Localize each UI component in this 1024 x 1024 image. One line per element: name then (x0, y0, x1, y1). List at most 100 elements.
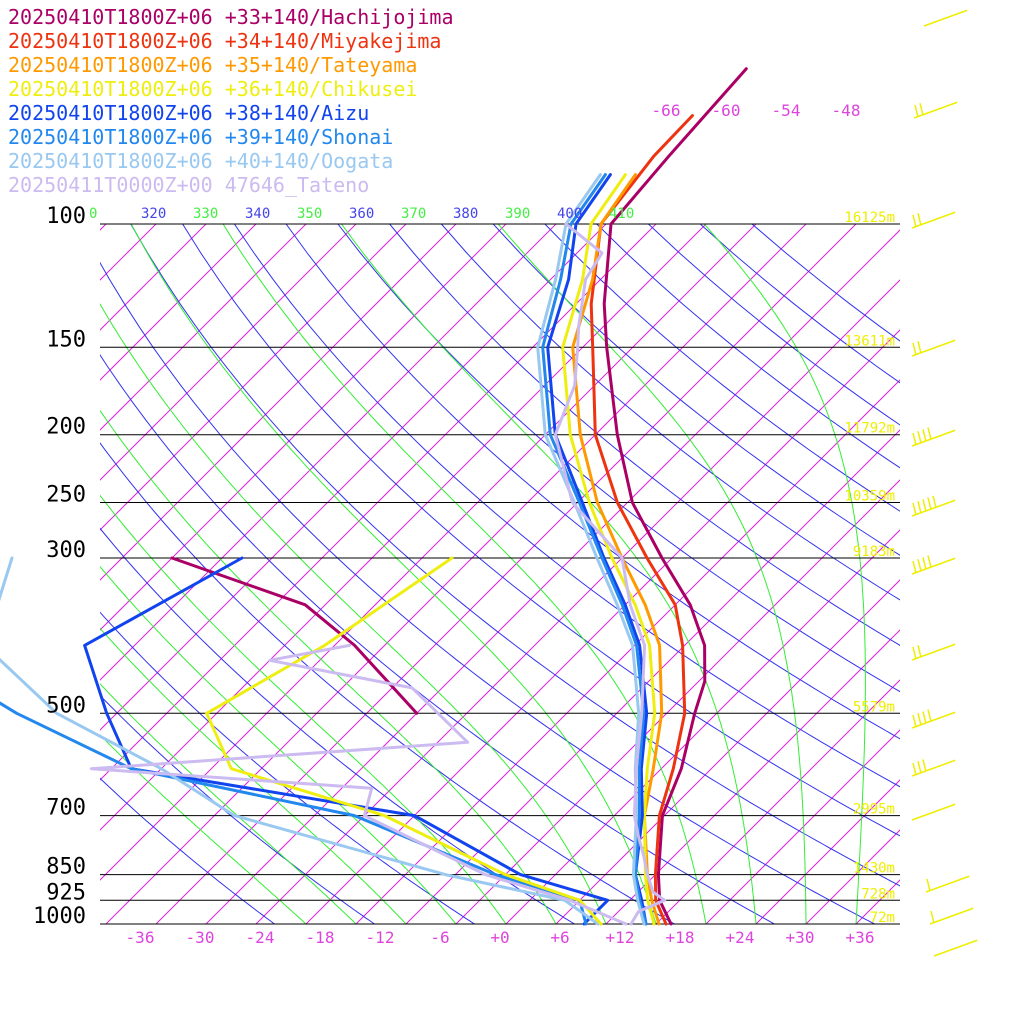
legend-entry: 20250410T1800Z+06 +39+140/Shonai (8, 125, 393, 149)
isotherm-line (100, 224, 657, 781)
dry-adiabat-line (699, 224, 900, 384)
temperature-tick-label: +6 (550, 928, 569, 947)
isotherm-line (155, 224, 857, 924)
wind-barb-flag (917, 213, 922, 226)
wind-barb-shaft (911, 211, 956, 229)
temperature-tick-label: -24 (246, 928, 275, 947)
theta-label: 340 (245, 206, 270, 222)
pressure-label: 700 (46, 796, 86, 821)
pressure-label: 1000 (33, 904, 86, 929)
legend-entry: 20250410T1800Z+06 +38+140/Aizu (8, 101, 369, 125)
isotherm-line (100, 224, 257, 381)
temperature-tick-label: -36 (126, 928, 155, 947)
legend-entry: 20250410T1800Z+06 +35+140/Tateyama (8, 53, 417, 77)
theta-label: 350 (297, 206, 322, 222)
temperature-tick-label: -6 (430, 928, 449, 947)
wind-barb-flag (922, 711, 927, 724)
dry-adiabat-line (100, 527, 575, 924)
height-label: 13611m (844, 333, 895, 349)
moist-adiabat-line (956, 224, 1024, 924)
sounding-line-8 (170, 556, 419, 715)
wind-barb-flag (919, 103, 924, 116)
dry-adiabat-line (492, 224, 900, 556)
wind-barb-shaft (911, 643, 956, 661)
height-label: 11792m (844, 421, 895, 437)
sounding-line-6 (536, 173, 646, 926)
isotherm-line (100, 224, 357, 481)
legend-entry: 20250411T0000Z+00 47646_Tateno (8, 173, 369, 197)
isotherm-line (100, 224, 757, 881)
wind-barb-shaft (911, 759, 956, 777)
isotherm-line (405, 429, 900, 924)
isotherm-line (205, 229, 900, 924)
temperature-tick-label: +36 (846, 928, 875, 947)
wind-barb-flag (912, 646, 917, 660)
wind-barb-flag (912, 560, 917, 574)
sounding-line-12 (205, 556, 603, 926)
isotherm-line (455, 479, 900, 924)
legend-entry: 20250410T1800Z+06 +33+140/Hachijojima (8, 5, 454, 29)
isotherm-line (0, 224, 6, 924)
wind-barb-flag (912, 762, 917, 776)
pressure-label: 300 (46, 538, 86, 563)
sounding-line-3 (561, 173, 657, 926)
sounding-line-0 (602, 67, 748, 926)
upper-temperature-label: -66 (652, 101, 681, 120)
isotherm-line (100, 224, 507, 631)
temperature-tick-label: -18 (306, 928, 335, 947)
diagram-grid (0, 224, 1024, 924)
isobar-lines (100, 223, 900, 925)
dry-adiabat-line (441, 224, 900, 601)
isotherm-line (555, 579, 900, 924)
isotherm-line (100, 224, 307, 431)
isotherm-line (100, 224, 707, 831)
legend-entry: 20250410T1800Z+06 +36+140/Chikusei (8, 77, 417, 101)
dry-adiabat-line (648, 224, 900, 426)
pressure-label: 100 (46, 204, 86, 229)
wind-barb-flag (927, 497, 932, 510)
theta-label: 330 (193, 206, 218, 222)
wind-barb-flag (912, 214, 917, 228)
moist-adiabat-line (497, 224, 807, 924)
height-label: 728m (861, 886, 895, 902)
legend: 20250410T1800Z+06 +33+140/Hachijojima 202… (8, 5, 454, 197)
wind-barb-shaft (911, 711, 956, 729)
temperature-tick-label: +30 (786, 928, 815, 947)
wind-barb-flag (917, 431, 922, 444)
temperature-tick-label: +12 (606, 928, 635, 947)
isotherm-line (906, 224, 1024, 924)
upper-temperature-label: -54 (772, 101, 801, 120)
height-label: 1430m (853, 861, 895, 877)
pressure-label: 925 (46, 880, 86, 905)
temperature-tick-label: +24 (726, 928, 755, 947)
wind-barb-shaft (911, 557, 956, 575)
temperature-tick-label: +0 (490, 928, 509, 947)
isotherm-line (355, 379, 900, 924)
dry-adiabat-line (337, 224, 900, 693)
theta-label: 410 (609, 206, 634, 222)
upper-temperature-label: -48 (832, 101, 861, 120)
isotherm-line (755, 779, 900, 924)
wind-barb-flag (932, 495, 937, 508)
height-label: 5579m (853, 699, 895, 715)
wind-barb-flag (927, 555, 932, 568)
wind-barb-flag (917, 559, 922, 572)
wind-barb-shaft (911, 499, 956, 517)
wind-barb-flag (927, 709, 932, 722)
temperature-tick-label: +18 (666, 928, 695, 947)
sounding-line-7 (553, 222, 667, 926)
moist-adiabat-line (703, 224, 866, 924)
wind-barb-shaft (923, 9, 968, 27)
wind-barb-flag (917, 341, 922, 354)
height-label: 2995m (853, 802, 895, 818)
pressure-label: 500 (46, 693, 86, 718)
height-label: 10359m (844, 489, 895, 505)
pressure-label: 150 (46, 327, 86, 352)
isotherm-line (956, 224, 1024, 924)
wind-barb-shaft (913, 101, 958, 119)
wind-barb-shaft (911, 803, 956, 821)
wind-barb-flag (922, 759, 927, 772)
wind-barb-flag (922, 499, 927, 512)
